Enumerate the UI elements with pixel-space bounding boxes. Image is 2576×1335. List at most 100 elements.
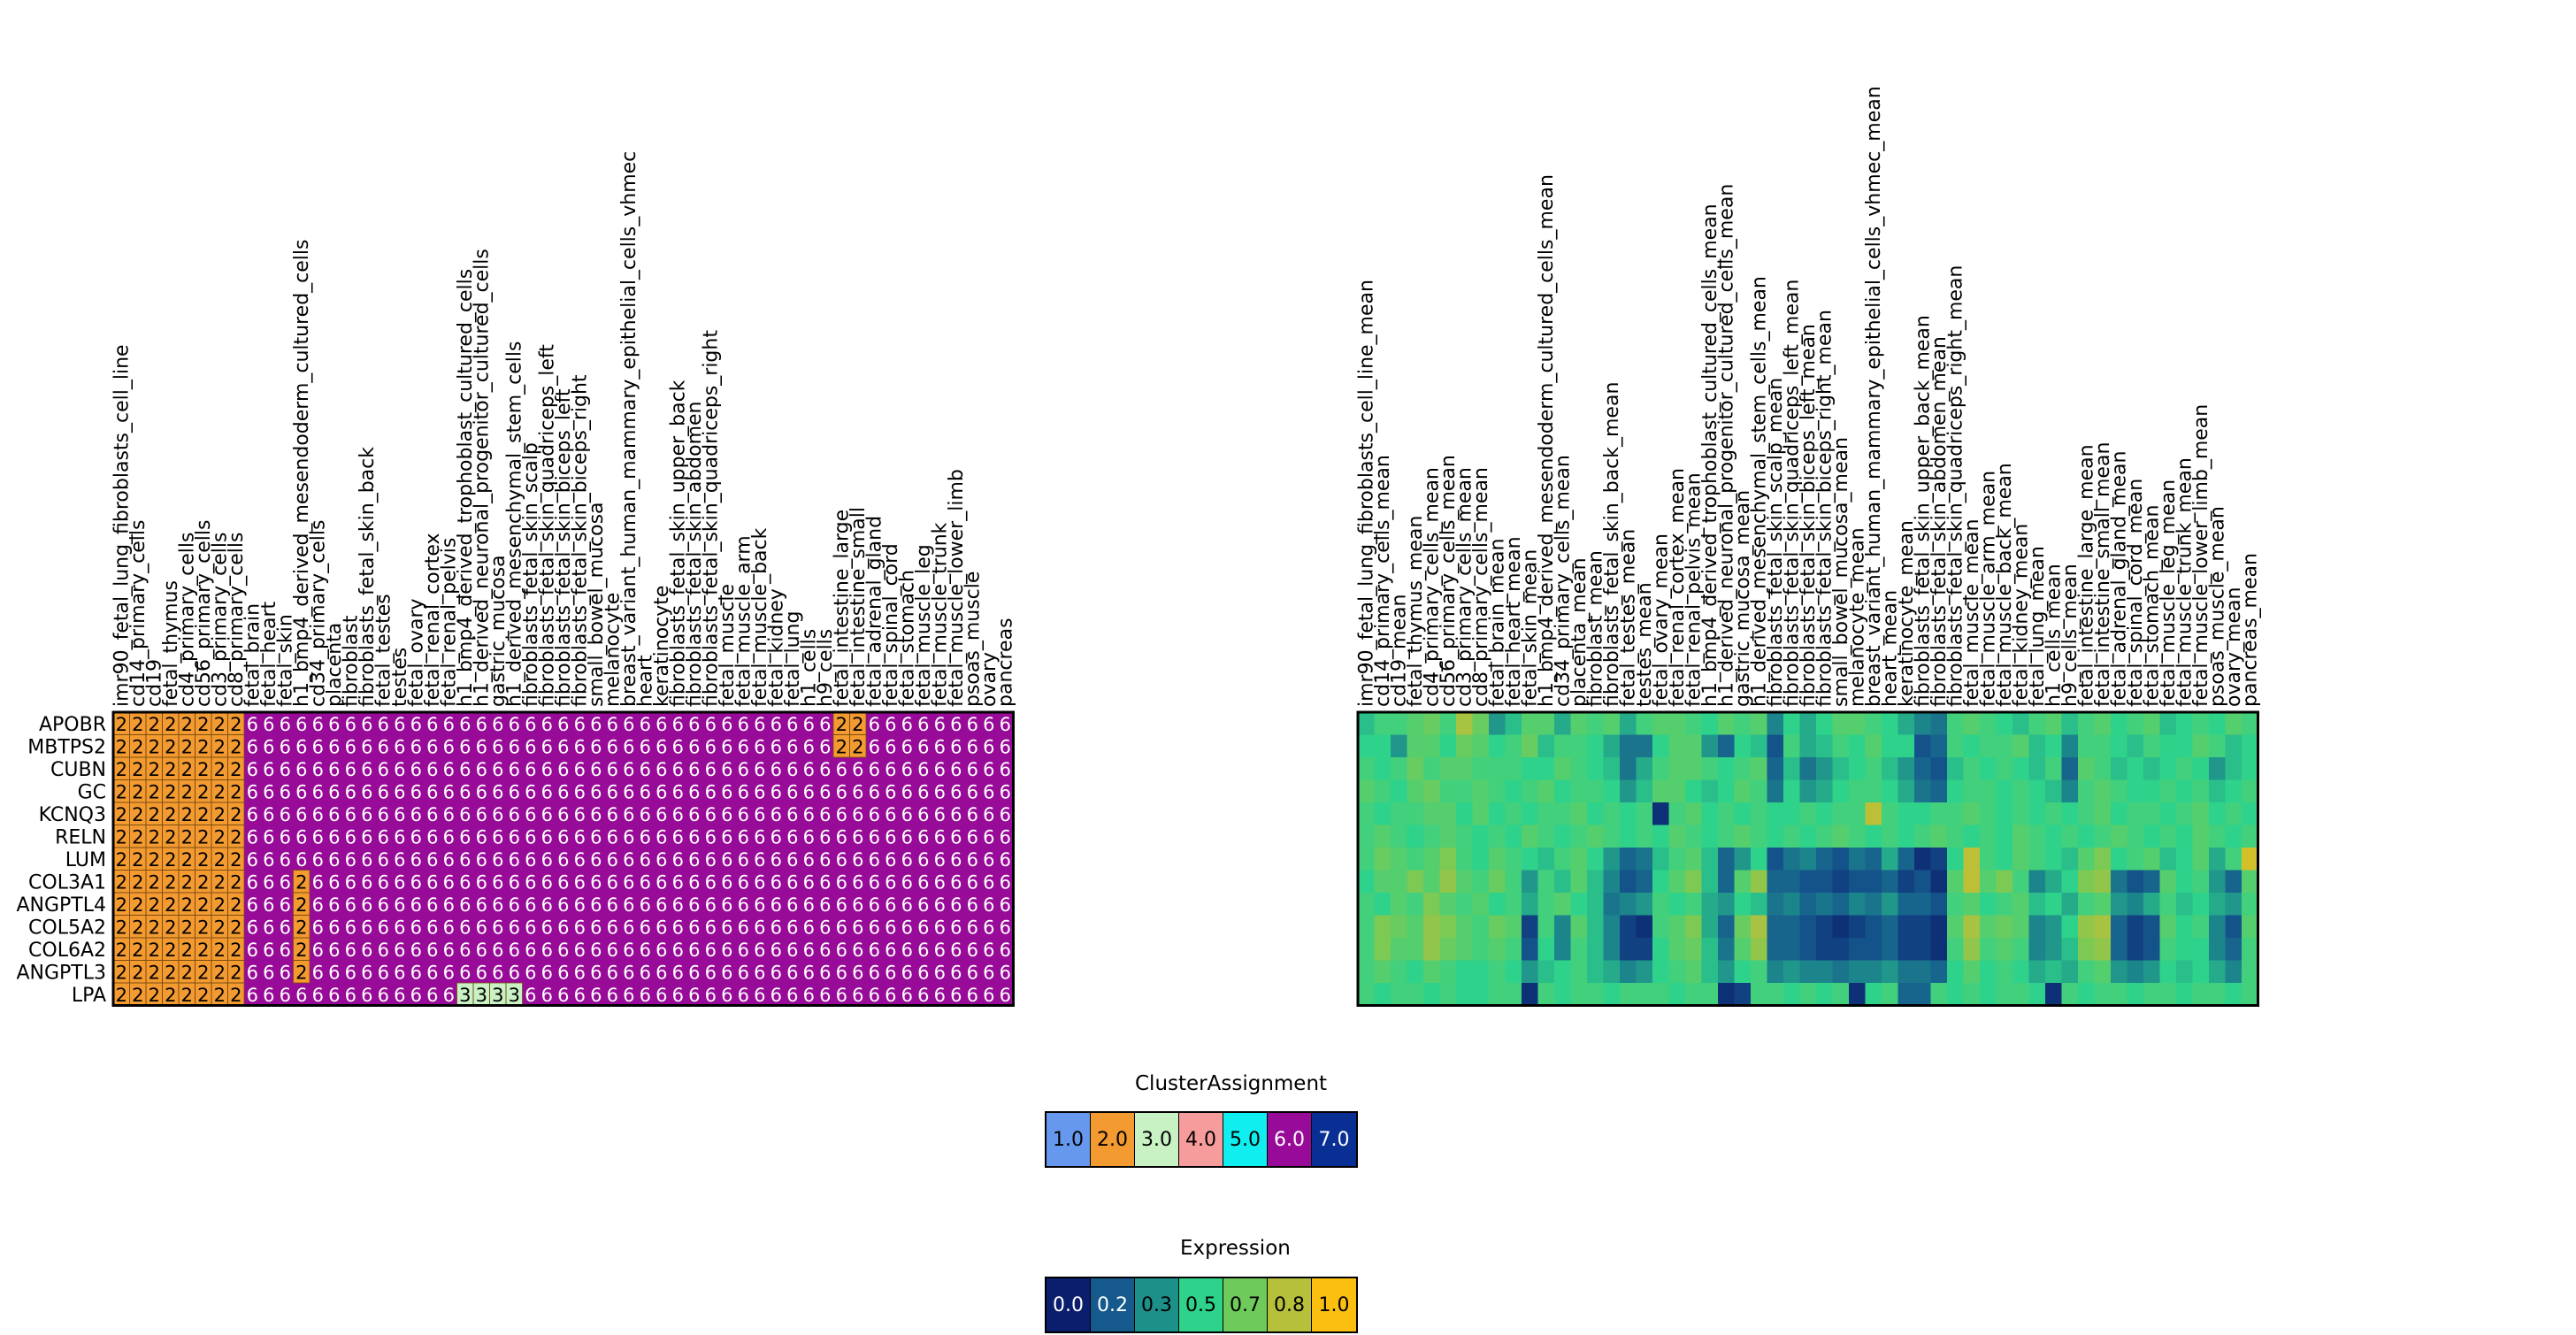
expression-cell bbox=[1816, 802, 1833, 825]
cluster-cell bbox=[718, 848, 736, 871]
expression-cell bbox=[1652, 893, 1669, 916]
cluster-cell bbox=[980, 870, 998, 894]
cluster-cell bbox=[293, 757, 310, 780]
cluster-cell-label: 6 bbox=[557, 962, 569, 983]
cluster-cell bbox=[980, 938, 998, 961]
cluster-cell-label: 2 bbox=[116, 781, 127, 802]
expression-cell bbox=[1391, 848, 1407, 871]
cluster-cell bbox=[539, 870, 556, 894]
expression-cell bbox=[1472, 915, 1490, 939]
expression-legend-swatch: 0.3 bbox=[1135, 1278, 1179, 1331]
expression-cell bbox=[1439, 712, 1457, 735]
cluster-cell bbox=[408, 893, 425, 916]
expression-cell bbox=[1472, 779, 1490, 803]
expression-cell bbox=[1799, 712, 1817, 735]
cluster-cell bbox=[260, 848, 278, 871]
cluster-cell-label: 6 bbox=[754, 871, 765, 893]
cluster-cell bbox=[227, 734, 245, 758]
expression-cell bbox=[1963, 802, 1981, 825]
expression-cell bbox=[1570, 734, 1588, 758]
cluster-cell bbox=[260, 983, 278, 1006]
expression-cell bbox=[1554, 938, 1571, 961]
cluster-cell bbox=[129, 915, 147, 939]
cluster-cell bbox=[539, 734, 556, 758]
cluster-cell-label: 6 bbox=[656, 781, 667, 802]
cluster-cell-label: 6 bbox=[361, 962, 372, 983]
cluster-cell-label: 6 bbox=[770, 826, 782, 848]
cluster-cell-label: 6 bbox=[525, 714, 536, 735]
cluster-cell bbox=[571, 893, 588, 916]
cluster-cell-label: 6 bbox=[688, 962, 700, 983]
cluster-cell bbox=[179, 757, 196, 780]
cluster-cell bbox=[456, 779, 474, 803]
expression-cell bbox=[1882, 938, 1898, 961]
cluster-cell bbox=[866, 938, 883, 961]
cluster-cell-label: 6 bbox=[786, 985, 798, 1006]
expression-cell bbox=[2209, 825, 2226, 848]
cluster-cell bbox=[768, 983, 785, 1006]
cluster-cell bbox=[686, 757, 703, 780]
expression-cell bbox=[2028, 983, 2046, 1006]
cluster-cell bbox=[784, 893, 801, 916]
cluster-cell-label: 6 bbox=[803, 804, 815, 825]
cluster-cell-label: 2 bbox=[132, 985, 143, 1006]
cluster-cell bbox=[866, 915, 883, 939]
cluster-cell-label: 6 bbox=[492, 917, 503, 938]
cluster-cell bbox=[326, 825, 343, 848]
cluster-cell-label: 2 bbox=[116, 962, 127, 983]
cluster-cell-label: 6 bbox=[541, 781, 553, 802]
cluster-cell-label: 6 bbox=[394, 940, 405, 961]
cluster-cell-label: 6 bbox=[950, 940, 962, 961]
expression-legend-swatch: 0.8 bbox=[1268, 1278, 1312, 1331]
expression-cell bbox=[1701, 983, 1719, 1006]
expression-cell bbox=[1751, 802, 1767, 825]
expression-cell bbox=[1963, 915, 1981, 939]
cluster-cell bbox=[882, 734, 900, 758]
expression-cell bbox=[1472, 870, 1490, 894]
cluster-cell-label: 2 bbox=[132, 917, 143, 938]
expression-cell bbox=[1668, 960, 1686, 984]
expression-cell bbox=[1832, 938, 1850, 961]
cluster-cell-label: 6 bbox=[295, 736, 307, 757]
cluster-cell bbox=[162, 893, 180, 916]
cluster-cell bbox=[489, 825, 507, 848]
expression-cell bbox=[1668, 779, 1686, 803]
cluster-cell-label: 6 bbox=[280, 985, 291, 1006]
expression-cell bbox=[2225, 893, 2242, 916]
cluster-cell bbox=[801, 893, 817, 916]
cluster-cell-label: 2 bbox=[197, 804, 209, 825]
cluster-cell bbox=[686, 734, 703, 758]
expression-cell bbox=[1914, 870, 1931, 894]
cluster-cell-label: 6 bbox=[263, 804, 274, 825]
cluster-cell-label: 6 bbox=[378, 804, 389, 825]
cluster-cell bbox=[816, 960, 834, 984]
cluster-cell bbox=[358, 960, 376, 984]
expression-cell bbox=[1522, 983, 1538, 1006]
cluster-cell bbox=[637, 960, 654, 984]
cluster-cell-label: 6 bbox=[885, 985, 896, 1006]
expression-cell bbox=[1587, 848, 1604, 871]
expression-cell bbox=[1882, 757, 1898, 780]
cluster-cell-label: 6 bbox=[541, 871, 553, 893]
expression-cell bbox=[1456, 893, 1473, 916]
cluster-cell-label: 6 bbox=[885, 781, 896, 802]
expression-cell bbox=[1522, 915, 1538, 939]
cluster-cell-label: 6 bbox=[345, 849, 356, 871]
cluster-cell bbox=[489, 802, 507, 825]
expression-cell bbox=[1701, 779, 1719, 803]
expression-cell bbox=[2078, 960, 2095, 984]
cluster-cell bbox=[162, 825, 180, 848]
expression-cell bbox=[1423, 893, 1440, 916]
expression-cell bbox=[1358, 848, 1375, 871]
expression-cell bbox=[2061, 802, 2079, 825]
cluster-cell-label: 6 bbox=[443, 871, 455, 893]
expression-cell bbox=[1423, 757, 1440, 780]
cluster-cell-label: 6 bbox=[950, 736, 962, 757]
cluster-cell-label: 6 bbox=[917, 917, 929, 938]
cluster-cell bbox=[375, 893, 392, 916]
expression-cell bbox=[2242, 757, 2258, 780]
cluster-cell bbox=[456, 915, 474, 939]
cluster-cell-label: 6 bbox=[917, 962, 929, 983]
expression-cell bbox=[1374, 757, 1392, 780]
cluster-cell bbox=[620, 938, 638, 961]
